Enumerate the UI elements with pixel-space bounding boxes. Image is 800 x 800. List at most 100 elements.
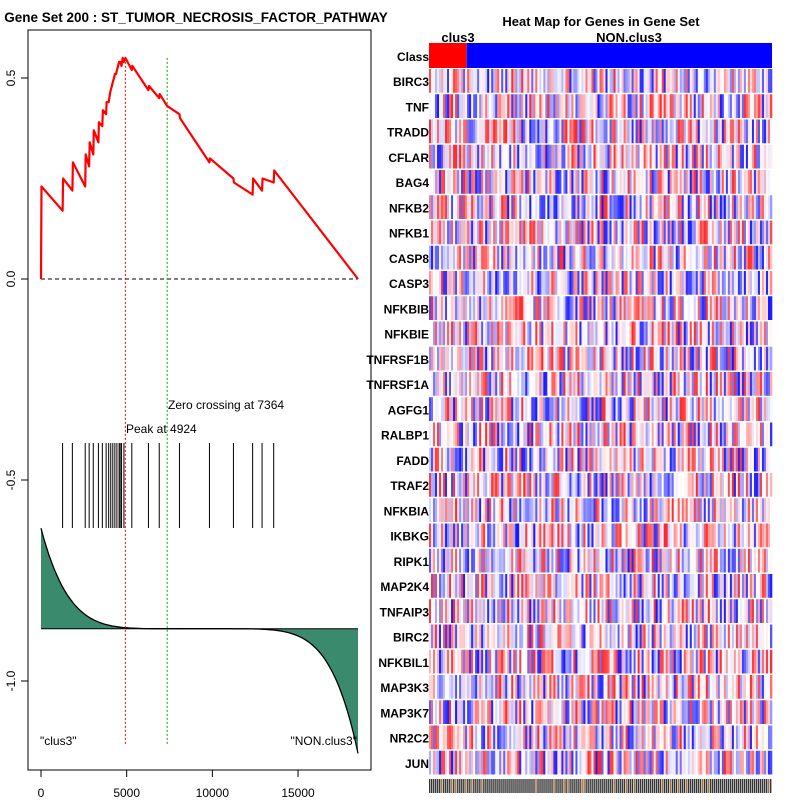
heat-cell (537, 548, 540, 573)
heat-cell (749, 195, 753, 219)
sample-label-mark (577, 779, 579, 793)
heat-cell (643, 245, 646, 270)
heat-cell (579, 700, 582, 724)
heat-cell (487, 498, 490, 522)
heat-cell (435, 397, 438, 421)
heat-cell (667, 195, 671, 219)
heat-cell (541, 700, 544, 724)
heat-cell (617, 725, 620, 750)
heat-cell (545, 397, 548, 421)
heat-cell (501, 574, 504, 598)
heat-cell (535, 725, 538, 750)
heat-cell (559, 245, 562, 270)
heat-cell (571, 649, 574, 674)
heat-cell (645, 599, 648, 623)
heat-cell (627, 321, 630, 346)
heat-cell (723, 69, 727, 93)
heat-cell (491, 750, 494, 775)
heat-cell (459, 69, 462, 93)
heat-cell (467, 422, 470, 447)
heat-cell (503, 750, 506, 775)
heat-cell (731, 700, 735, 724)
heat-cell (531, 346, 534, 371)
heat-cell (613, 750, 616, 775)
heat-cell (689, 523, 693, 548)
heat-cell (515, 548, 518, 573)
heat-cell (485, 170, 488, 194)
heat-cell (643, 296, 646, 320)
heat-cell (429, 548, 432, 573)
heat-cell (579, 220, 582, 245)
heat-cell (667, 321, 671, 346)
heat-cell (505, 700, 508, 724)
heat-cell (763, 245, 767, 270)
heat-cell (765, 94, 769, 118)
heat-cell (525, 69, 528, 93)
heat-cell (469, 624, 472, 649)
heat-cell (717, 725, 721, 750)
heat-cell (561, 321, 564, 346)
heat-cell (669, 649, 673, 674)
heat-cell (525, 624, 528, 649)
heat-cell (483, 69, 486, 93)
sample-label-mark (523, 779, 525, 793)
heat-cell (505, 245, 508, 270)
heat-cell (749, 94, 753, 118)
heat-cell (567, 750, 570, 775)
heat-cell (593, 220, 596, 245)
heat-cell (617, 523, 620, 548)
heat-cell (685, 119, 689, 144)
heat-cell (655, 422, 658, 447)
heat-cell (683, 523, 687, 548)
heat-cell (429, 144, 432, 169)
heat-cell (643, 195, 646, 219)
sample-label-mark (465, 779, 467, 793)
heat-cell (717, 397, 721, 421)
heat-cell (751, 498, 755, 522)
heat-cell (463, 144, 466, 169)
heat-cell (719, 473, 723, 497)
heat-cell (547, 498, 550, 522)
heat-cell (449, 649, 452, 674)
heat-cell (705, 94, 709, 118)
heat-cell (469, 144, 472, 169)
heat-cell (529, 675, 532, 699)
heat-cell (657, 624, 660, 649)
heat-cell (599, 245, 602, 270)
heat-cell (529, 422, 532, 447)
heat-cell (517, 624, 520, 649)
heat-cell (487, 271, 490, 295)
heat-cell (755, 220, 759, 245)
heat-cell (561, 346, 564, 371)
heat-cell (719, 649, 723, 674)
heat-cell (651, 170, 654, 194)
heat-cell (701, 94, 705, 118)
heat-cell (683, 119, 687, 144)
heat-cell (453, 574, 456, 598)
heat-cell (741, 725, 745, 750)
heat-cell (541, 548, 544, 573)
heat-cell (745, 523, 749, 548)
heat-cell (435, 750, 438, 775)
heat-cell (615, 69, 618, 93)
heat-cell (587, 397, 590, 421)
heat-cell (645, 296, 648, 320)
heat-cell (735, 624, 739, 649)
heat-cell (759, 675, 763, 699)
heat-cell (605, 372, 608, 396)
heat-cell (569, 750, 572, 775)
heat-cell (479, 220, 482, 245)
heat-cell (563, 94, 566, 118)
heat-cell (717, 144, 721, 169)
gene-label: FADD (396, 454, 429, 468)
heat-cell (751, 447, 755, 472)
heat-cell (437, 69, 440, 93)
heat-cell (467, 750, 470, 775)
heat-cell (437, 750, 440, 775)
heat-cell (457, 271, 460, 295)
heat-cell (563, 422, 566, 447)
heat-cell (499, 296, 502, 320)
heat-cell (769, 700, 773, 724)
heat-cell (519, 346, 522, 371)
heat-cell (503, 170, 506, 194)
